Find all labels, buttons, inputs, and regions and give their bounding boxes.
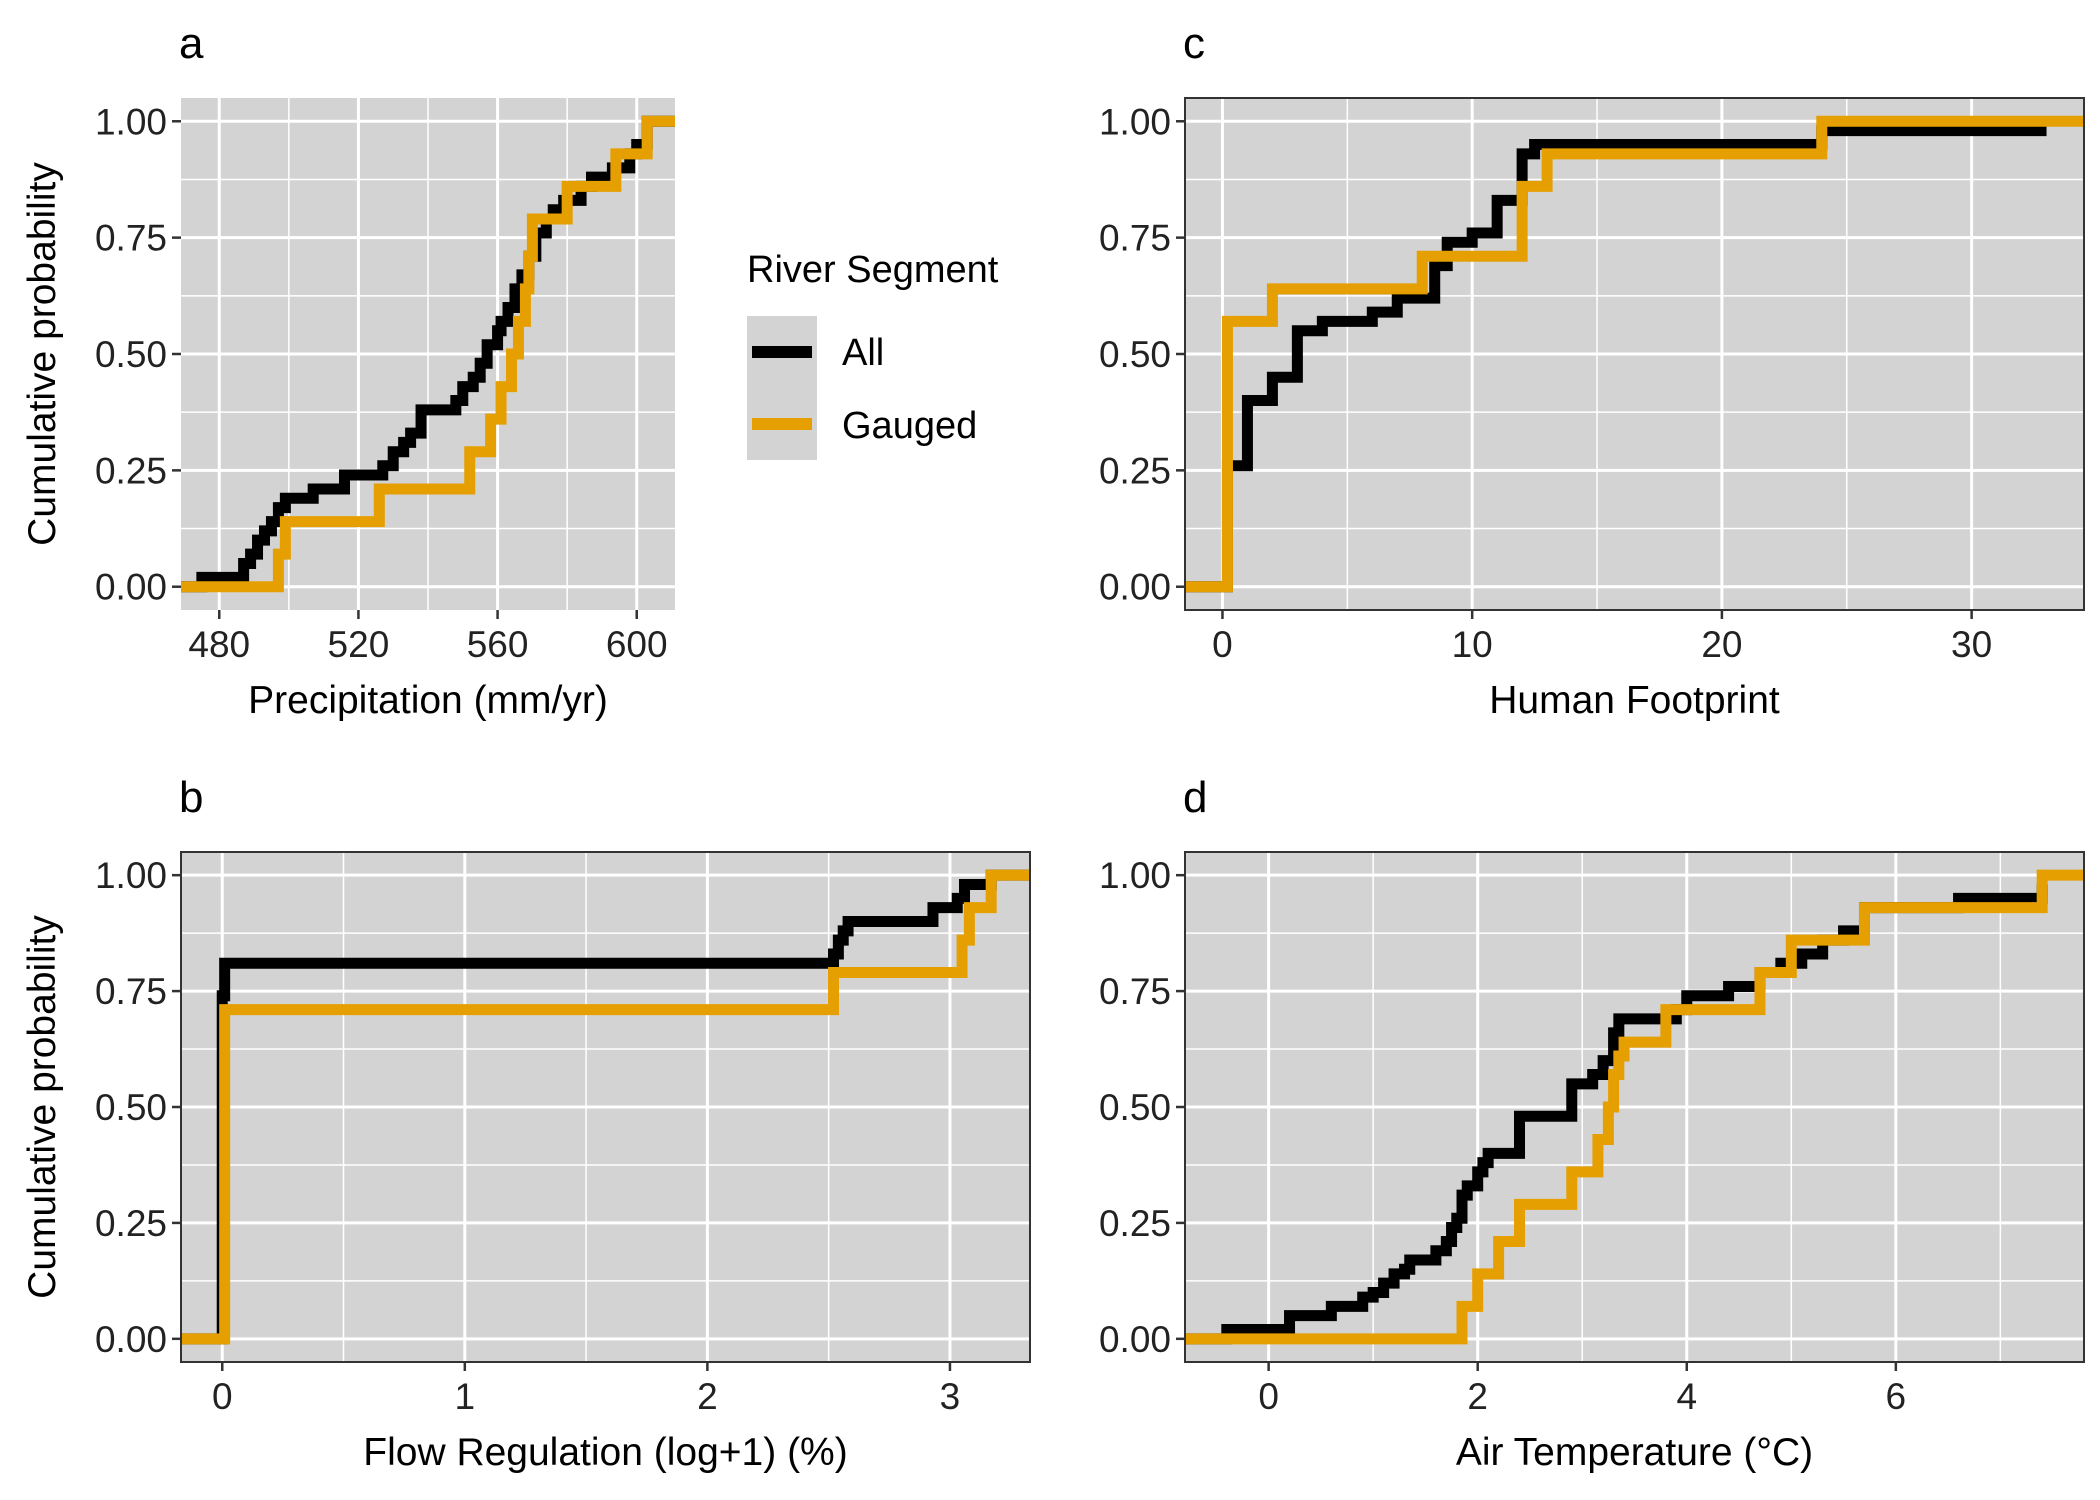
- x-axis-title: Flow Regulation (log+1) (%): [363, 1431, 847, 1474]
- y-tick-label: 0.00: [1099, 567, 1171, 608]
- y-tick-label: 1.00: [1099, 101, 1171, 142]
- y-tick-label: 0.25: [95, 1203, 167, 1244]
- panel-border: [1184, 851, 2085, 1363]
- y-tick-label: 1.00: [1099, 855, 1171, 896]
- y-tick-label: 1.00: [95, 855, 167, 896]
- y-tick-label: 0.25: [1099, 1203, 1171, 1244]
- y-tick-label: 0.75: [1099, 218, 1171, 259]
- x-tick-label: 600: [606, 624, 668, 665]
- x-tick-label: 4: [1676, 1376, 1697, 1417]
- x-axis-title: Precipitation (mm/yr): [248, 679, 608, 722]
- x-tick-label: 6: [1886, 1376, 1907, 1417]
- legend-label-all: All: [842, 332, 884, 374]
- y-tick-label: 0.50: [95, 1087, 167, 1128]
- legend-label-gauged: Gauged: [842, 405, 977, 447]
- panel-border: [180, 851, 1031, 1363]
- y-tick-label: 0.00: [1099, 1319, 1171, 1360]
- x-tick-label: 0: [212, 1376, 233, 1417]
- x-tick-label: 480: [188, 624, 250, 665]
- y-tick-label: 0.25: [1099, 450, 1171, 491]
- y-tick-label: 0.00: [95, 1319, 167, 1360]
- x-tick-label: 560: [467, 624, 529, 665]
- panel-tag: a: [179, 19, 204, 68]
- x-axis-title: Air Temperature (°C): [1456, 1431, 1813, 1474]
- y-tick-label: 0.00: [95, 567, 167, 608]
- x-axis-title: Human Footprint: [1489, 679, 1780, 722]
- legend: River Segment All Gauged: [747, 249, 999, 460]
- panel-c: 0 10 20 30 0.00 0.25 0.50 0.75 1.00 c Human Footpr…: [1099, 19, 2085, 722]
- series-line-all: [181, 869, 1030, 1345]
- y-tick-label: 0.75: [95, 971, 167, 1012]
- x-tick-label: 10: [1452, 624, 1493, 665]
- panel-d: 0 2 4 6 0.00 0.25 0.50 0.75 1.00 d Air Temperature…: [1099, 773, 2085, 1474]
- panel-tag: b: [179, 773, 203, 822]
- y-axis-title: Cumulative probability: [21, 915, 64, 1299]
- series-line-all: [1185, 884, 2048, 1345]
- series-line-gauged: [1185, 869, 2084, 1345]
- x-tick-label: 520: [328, 624, 390, 665]
- x-tick-label: 0: [1212, 624, 1233, 665]
- y-tick-label: 0.50: [1099, 334, 1171, 375]
- panel-tag: c: [1183, 19, 1205, 68]
- series-line-gauged: [181, 869, 1030, 1345]
- x-tick-label: 30: [1951, 624, 1992, 665]
- panel-a: 480 520 560 600 0.00 0.25 0.50 0.75 1.00 a Precipi…: [21, 19, 675, 722]
- x-tick-label: 2: [1467, 1376, 1488, 1417]
- y-tick-label: 0.75: [1099, 971, 1171, 1012]
- legend-key-bg: [747, 316, 817, 460]
- legend-title: River Segment: [747, 249, 999, 291]
- series-line-gauged: [1185, 115, 2084, 593]
- x-tick-label: 20: [1701, 624, 1742, 665]
- panel-tag: d: [1183, 773, 1207, 822]
- y-tick-label: 0.75: [95, 218, 167, 259]
- x-tick-label: 1: [455, 1376, 476, 1417]
- y-tick-label: 1.00: [95, 101, 167, 142]
- x-tick-label: 0: [1258, 1376, 1279, 1417]
- series-line-gauged: [181, 115, 675, 593]
- y-axis-title: Cumulative probability: [21, 162, 64, 546]
- y-tick-label: 0.25: [95, 450, 167, 491]
- series-line-all: [1185, 125, 2047, 593]
- y-tick-label: 0.50: [95, 334, 167, 375]
- y-tick-label: 0.50: [1099, 1087, 1171, 1128]
- x-tick-label: 3: [940, 1376, 961, 1417]
- x-tick-label: 2: [697, 1376, 718, 1417]
- panel-border: [1184, 97, 2085, 611]
- panel-b: 0 1 2 3 0.00 0.25 0.50 0.75 1.00 b Flow Regulation…: [21, 773, 1031, 1474]
